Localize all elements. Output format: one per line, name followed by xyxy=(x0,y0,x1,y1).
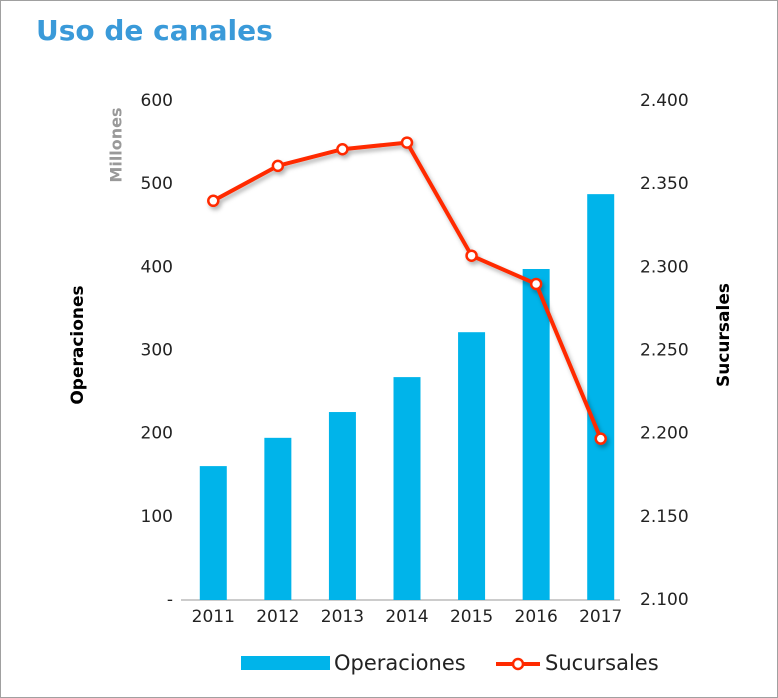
bar xyxy=(587,194,615,600)
line-marker xyxy=(400,136,414,149)
unit-label: Millones xyxy=(107,107,126,182)
y2-tick-label: 2.350 xyxy=(640,174,689,194)
bar xyxy=(328,412,356,600)
bar xyxy=(458,332,486,600)
y-tick-label: 300 xyxy=(141,341,173,361)
y-axis-label: Operaciones xyxy=(68,285,88,404)
x-tick-label: 2014 xyxy=(385,607,428,627)
legend-swatch xyxy=(241,656,330,670)
x-tick-label: 2013 xyxy=(321,607,364,627)
x-tick-label: 2011 xyxy=(192,607,235,627)
x-tick-label: 2012 xyxy=(256,607,299,627)
bar xyxy=(522,268,550,600)
y2-tick-label: 2.150 xyxy=(640,507,689,527)
y2-axis-label: Sucursales xyxy=(714,283,734,387)
y-tick-label: - xyxy=(167,590,173,610)
line-series xyxy=(207,136,607,445)
line-marker xyxy=(594,432,607,445)
x-tick-label: 2015 xyxy=(450,607,493,627)
y-tick-label: 100 xyxy=(141,507,173,527)
legend-label: Operaciones xyxy=(334,651,466,675)
y2-tick-label: 2.200 xyxy=(640,424,689,444)
bar xyxy=(393,377,421,600)
y-tick-label: 400 xyxy=(141,257,173,277)
y-tick-label: 200 xyxy=(141,424,173,444)
y2-tick-label: 2.300 xyxy=(640,257,689,277)
line-marker xyxy=(465,249,478,262)
chart-title: Uso de canales xyxy=(36,14,273,47)
line-marker xyxy=(336,142,349,156)
line-marker xyxy=(529,277,543,291)
line-marker xyxy=(207,194,220,208)
y2-tick-label: 2.400 xyxy=(640,91,689,111)
y-tick-label: 600 xyxy=(141,91,173,111)
y2-tick-label: 2.100 xyxy=(640,590,689,610)
x-tick-label: 2017 xyxy=(579,607,622,627)
legend-label: Sucursales xyxy=(545,651,659,675)
y2-tick-label: 2.250 xyxy=(640,341,689,361)
bar xyxy=(199,466,227,600)
y-tick-label: 500 xyxy=(141,174,173,194)
bar xyxy=(264,437,292,600)
legend-marker xyxy=(511,657,525,671)
x-tick-label: 2016 xyxy=(515,607,558,627)
line-marker xyxy=(271,159,285,173)
